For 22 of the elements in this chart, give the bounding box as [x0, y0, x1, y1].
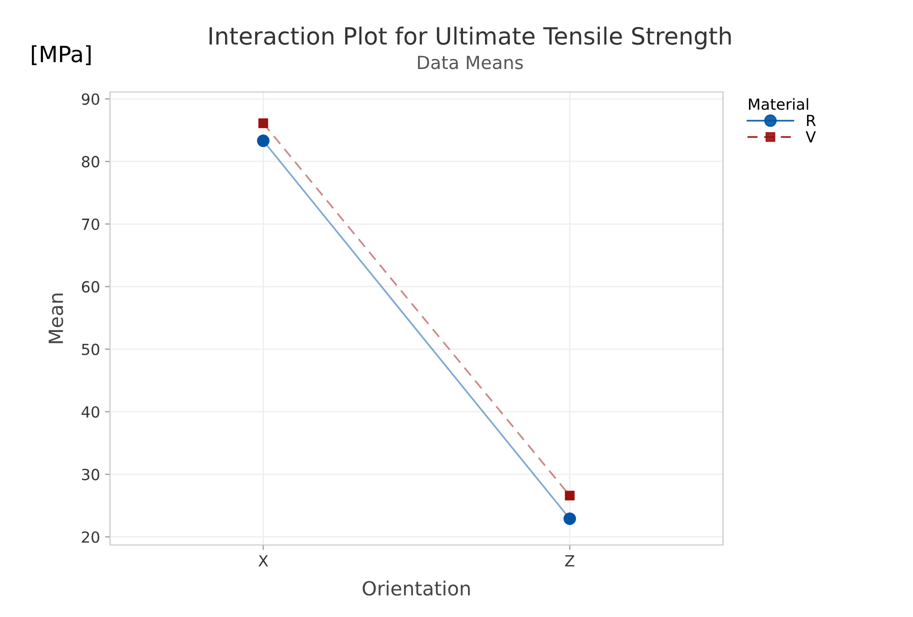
y-tick-label: 80 [82, 156, 100, 168]
y-tick-label: 60 [82, 281, 100, 293]
x-tick-label: Z [565, 555, 574, 566]
x-tick-label: X [258, 555, 268, 566]
chart-title: Interaction Plot for Ultimate Tensile Strength [210, 26, 731, 50]
x-axis-title: Orientation [362, 580, 470, 596]
legend-label: V [806, 131, 816, 142]
point [258, 118, 268, 128]
y-tick-label: 70 [82, 218, 100, 230]
y-tick-label: 30 [82, 468, 100, 480]
chart-subtitle: Data Means [418, 56, 523, 70]
y-tick-label: 90 [82, 93, 100, 105]
y-tick-label: 20 [82, 531, 100, 543]
text: [MPa] [32, 45, 91, 66]
y-axis-title: Mean [48, 294, 64, 344]
legend-label: R [807, 114, 816, 126]
point [564, 490, 575, 500]
y-tick-label: 50 [82, 344, 100, 356]
legend-title: Material [749, 98, 808, 110]
point [257, 134, 270, 148]
point [564, 512, 576, 525]
y-tick-label: 40 [82, 406, 100, 418]
